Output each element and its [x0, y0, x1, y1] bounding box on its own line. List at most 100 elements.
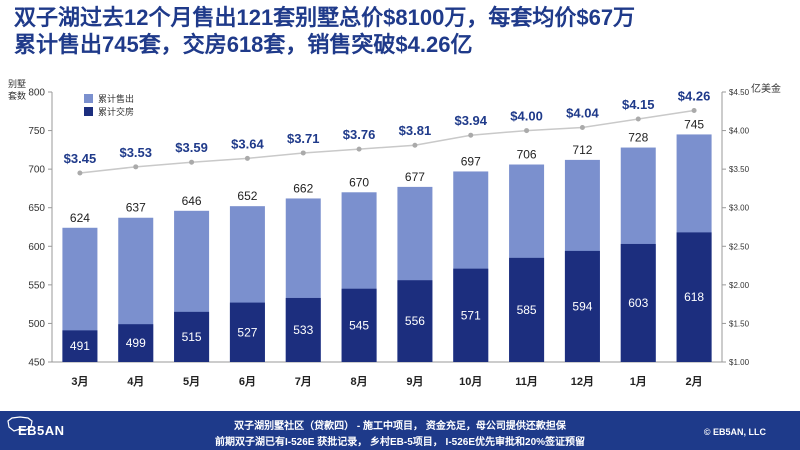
bar-delivered-label: 618 — [684, 290, 704, 304]
x-tick-label: 1月 — [630, 375, 647, 388]
bar-total-sold-label: 646 — [182, 194, 202, 208]
x-tick-label: 8月 — [351, 375, 368, 388]
bar-delivered-label: 545 — [349, 318, 369, 332]
bar-delivered — [285, 297, 321, 362]
valuation-label: $4.00 — [510, 109, 543, 124]
bar-delivered — [62, 330, 98, 362]
bar-delivered — [229, 302, 265, 362]
copyright-text: © EB5AN, LLC — [703, 427, 766, 437]
bar-delivered — [397, 280, 433, 362]
left-axis-tick-label: 800 — [28, 88, 45, 99]
valuation-label: $3.59 — [175, 140, 208, 155]
valuation-label: $3.45 — [64, 151, 97, 166]
legend-label-total-sold: 累计售出 — [98, 93, 134, 104]
left-axis-tick-label: 450 — [28, 358, 45, 369]
headline: 双子湖过去12个月售出121套别墅总价$8100万，每套均价$67万 累计售出7… — [14, 4, 786, 58]
sales-chart: 450 500 550 600 650 700 750 800 $1.00 $1.50 $2.00 $… — [8, 79, 781, 388]
valuation-point — [579, 124, 585, 130]
x-tick-label: 11月 — [515, 375, 538, 388]
bar-total-sold-label: 728 — [628, 131, 648, 145]
legend-swatch-delivered — [84, 107, 93, 116]
bar-delivered-label: 527 — [237, 325, 257, 339]
valuation-label: $3.53 — [119, 145, 152, 160]
bar-total-sold-label: 697 — [461, 154, 481, 168]
right-axis-title: 亿美金 — [751, 82, 781, 95]
right-axis-tick-label: $4.50 — [729, 88, 750, 97]
valuation-point — [77, 170, 83, 176]
left-axis-tick-label: 750 — [28, 126, 45, 137]
bar-delivered — [341, 288, 377, 362]
valuation-label: $4.15 — [622, 97, 655, 112]
x-tick-label: 4月 — [127, 375, 144, 388]
x-tick-label: 10月 — [459, 375, 482, 388]
bar-delivered — [118, 324, 154, 362]
bar-delivered — [174, 311, 210, 362]
headline-line-1: 双子湖过去12个月售出121套别墅总价$8100万，每套均价$67万 — [14, 5, 636, 30]
valuation-point — [524, 128, 530, 134]
bar-total-sold-label: 637 — [126, 201, 146, 215]
x-tick-label: 9月 — [406, 375, 423, 388]
bar-total-sold-label: 712 — [572, 143, 592, 157]
valuation-point — [244, 155, 250, 161]
valuation-point — [356, 146, 362, 152]
valuation-line — [79, 109, 695, 174]
valuation-point — [133, 164, 139, 170]
bar-delivered — [564, 250, 600, 362]
valuation-label: $3.76 — [343, 127, 376, 142]
bar-delivered — [509, 257, 545, 362]
valuation-label: $3.64 — [231, 136, 264, 151]
left-axis-tick-label: 700 — [28, 165, 45, 176]
valuation-point — [635, 116, 641, 122]
right-axis-tick-label: $1.00 — [729, 358, 750, 367]
bar-delivered — [676, 232, 712, 362]
right-axis-tick-label: $2.50 — [729, 242, 750, 251]
valuation-label: $4.26 — [678, 89, 711, 104]
right-axis-tick-label: $1.50 — [729, 319, 750, 328]
bar-delivered-label: 515 — [182, 330, 202, 344]
headline-line-2: 累计售出745套，交房618套，销售突破$4.26亿 — [14, 32, 473, 57]
x-tick-label: 3月 — [71, 375, 88, 388]
bar-delivered-label: 556 — [405, 314, 425, 328]
left-axis-tick-label: 600 — [28, 242, 45, 253]
valuation-point — [412, 142, 418, 148]
right-axis-tick-label: $2.00 — [729, 281, 750, 290]
x-tick-label: 5月 — [183, 375, 200, 388]
right-axis-tick-label: $4.00 — [729, 127, 750, 136]
x-tick-label: 12月 — [571, 375, 594, 388]
bar-delivered-label: 499 — [126, 336, 146, 350]
left-axis-title-line-1: 别墅 — [8, 79, 26, 89]
legend-swatch-total-sold — [84, 94, 93, 103]
bar-total-sold-label: 662 — [293, 181, 313, 195]
valuation-label: $3.94 — [454, 113, 487, 128]
valuation-label: $4.04 — [566, 105, 599, 120]
x-tick-label: 2月 — [686, 375, 703, 388]
footer-banner: EB5AN 双子湖别墅社区（贷款四） - 施工中项目， 资金充足，母公司提供还款… — [0, 411, 800, 450]
bar-total-sold-label: 677 — [405, 170, 425, 184]
left-axis-title-line-2: 套数 — [8, 90, 26, 101]
bar-total-sold-label: 706 — [517, 148, 537, 162]
valuation-point — [300, 150, 306, 156]
valuation-point — [691, 108, 697, 114]
valuation-point — [189, 159, 195, 165]
bar-delivered-label: 603 — [628, 296, 648, 310]
logo-text: EB5AN — [18, 423, 65, 438]
bar-delivered-label: 571 — [461, 308, 481, 322]
bar-total-sold-label: 624 — [70, 211, 90, 225]
x-tick-label: 7月 — [295, 375, 312, 388]
bar-total-sold-label: 745 — [684, 117, 704, 131]
bar-delivered — [453, 268, 489, 362]
bar-delivered — [620, 243, 656, 362]
right-axis-tick-label: $3.50 — [729, 165, 750, 174]
x-tick-label: 6月 — [239, 375, 256, 388]
footer-line-2: 前期双子湖已有I-526E 获批记录， 乡村EB-5项目， I-526E优先审批… — [214, 437, 586, 448]
usa-map-icon — [7, 416, 33, 432]
footer-line-1: 双子湖别墅社区（贷款四） - 施工中项目， 资金充足，母公司提供还款担保 — [234, 421, 566, 432]
left-axis-tick-label: 500 — [28, 319, 45, 330]
valuation-point — [468, 132, 474, 138]
bar-delivered-label: 585 — [517, 303, 537, 317]
left-axis-tick-label: 550 — [28, 280, 45, 291]
bar-total-sold-label: 670 — [349, 175, 369, 189]
bar-delivered-label: 594 — [572, 299, 592, 313]
right-axis-tick-label: $3.00 — [729, 204, 750, 213]
bar-delivered-label: 491 — [70, 339, 90, 353]
